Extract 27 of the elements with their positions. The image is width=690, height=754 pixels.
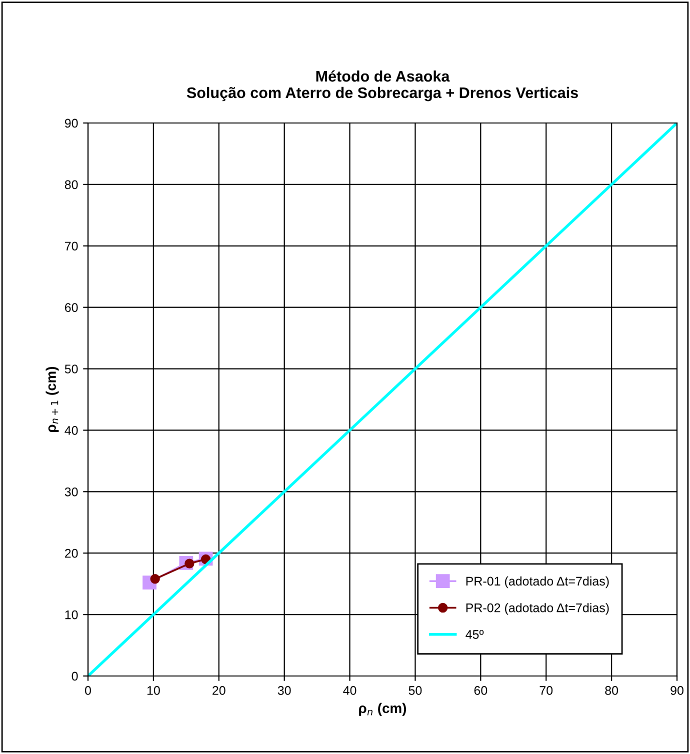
x-tick-label: 60 bbox=[474, 686, 488, 695]
x-tick-label: 80 bbox=[605, 686, 618, 695]
x-tick-label: 40 bbox=[343, 686, 356, 695]
legend-label: PR-01 (adotado Δt=7dias) bbox=[466, 576, 609, 588]
legend-label: PR-02 (adotado Δt=7dias) bbox=[466, 603, 609, 615]
x-axis-title: ρ$_{n}$ (cm) bbox=[359, 702, 406, 716]
legend-label: 45º bbox=[466, 630, 484, 639]
y-tick-label: 60 bbox=[65, 303, 78, 312]
y-tick-label: 40 bbox=[64, 426, 78, 435]
x-tick-label: 20 bbox=[212, 686, 226, 695]
x-tick-label: 10 bbox=[147, 686, 160, 695]
x-tick-label: 90 bbox=[670, 686, 684, 695]
y-tick-label: 70 bbox=[65, 242, 78, 251]
point bbox=[150, 574, 160, 584]
y-tick-label: 30 bbox=[64, 487, 78, 496]
y-tick-label: 0 bbox=[72, 672, 78, 681]
x-tick-label: 30 bbox=[278, 686, 291, 695]
x-tick-label: 0 bbox=[85, 686, 91, 695]
x-tick-label: 70 bbox=[540, 686, 553, 695]
y-tick-label: 80 bbox=[64, 180, 78, 190]
y-axis-title: ρ$_{n+1}$ (cm) bbox=[46, 366, 59, 432]
y-tick-label: 10 bbox=[65, 610, 78, 620]
y-tick-label: 90 bbox=[64, 118, 78, 128]
x-tick-label: 50 bbox=[408, 686, 422, 695]
y-tick-label: 20 bbox=[65, 548, 78, 558]
chart-title: Método de Asaoka Solução com Aterro de Sobrecarga + Drenos Verticais bbox=[186, 70, 578, 102]
y-tick-label: 50 bbox=[64, 364, 78, 374]
